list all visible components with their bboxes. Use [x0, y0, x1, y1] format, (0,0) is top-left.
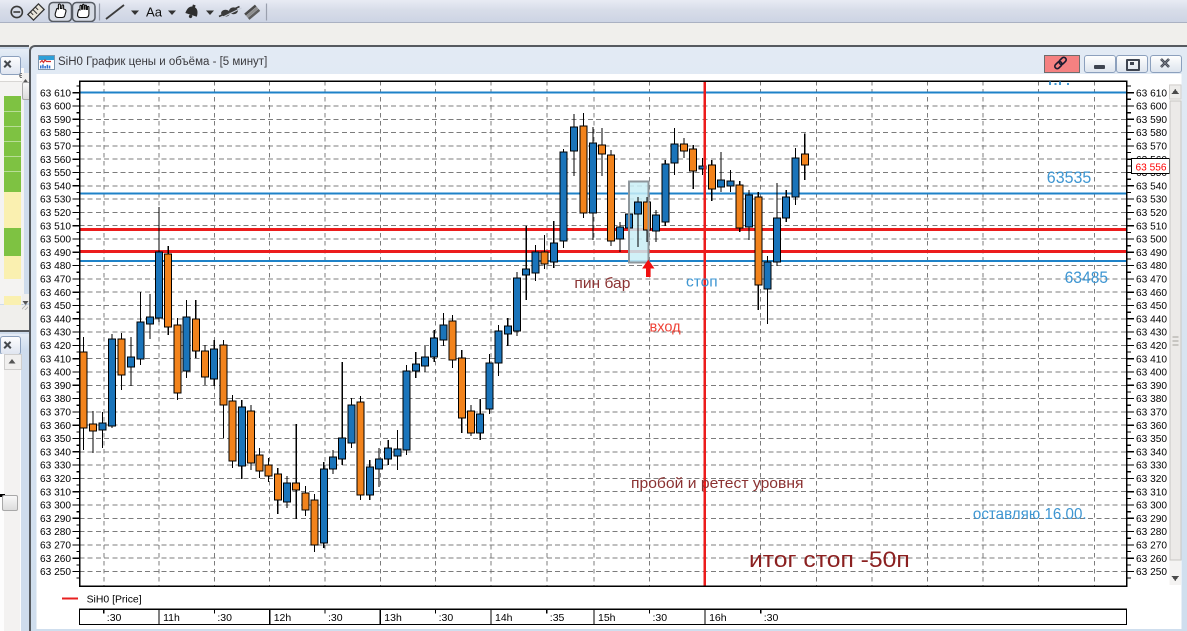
- svg-text:63 570: 63 570: [40, 141, 71, 153]
- svg-text:63 390: 63 390: [40, 380, 71, 392]
- svg-text:63 580: 63 580: [40, 127, 71, 139]
- svg-text::30: :30: [439, 612, 454, 624]
- svg-text:Aa: Aa: [146, 6, 162, 20]
- svg-text:63 600: 63 600: [40, 101, 71, 113]
- svg-text:16h: 16h: [709, 612, 727, 624]
- svg-text:63 590: 63 590: [40, 114, 71, 126]
- svg-text:63 470: 63 470: [40, 274, 71, 286]
- svg-text:63 320: 63 320: [40, 473, 71, 485]
- svg-text:63 420: 63 420: [40, 340, 71, 352]
- svg-text:63 330: 63 330: [1136, 460, 1167, 472]
- svg-text:63 460: 63 460: [40, 287, 71, 299]
- svg-text:63535: 63535: [1047, 168, 1092, 187]
- svg-text:63 340: 63 340: [1136, 446, 1167, 458]
- svg-text:63 400: 63 400: [1136, 367, 1167, 379]
- svg-text:63 440: 63 440: [1136, 313, 1167, 325]
- svg-text:63 480: 63 480: [1136, 260, 1167, 272]
- svg-text:63 350: 63 350: [1136, 433, 1167, 445]
- svg-text:SiH0 [Price]: SiH0 [Price]: [87, 594, 142, 606]
- svg-text:63 350: 63 350: [40, 433, 71, 445]
- svg-text:63 430: 63 430: [40, 327, 71, 339]
- svg-text:15h: 15h: [598, 612, 616, 624]
- svg-text:63 390: 63 390: [1136, 380, 1167, 392]
- svg-text:63 500: 63 500: [40, 234, 71, 246]
- svg-text::30: :30: [764, 612, 779, 624]
- svg-text:63 290: 63 290: [40, 513, 71, 525]
- svg-text:63 280: 63 280: [1136, 526, 1167, 538]
- svg-text::30: :30: [328, 612, 343, 624]
- svg-text:63 250: 63 250: [1136, 566, 1167, 578]
- svg-text:вход: вход: [650, 319, 681, 336]
- svg-text:63 260: 63 260: [1136, 553, 1167, 565]
- svg-text::30: :30: [653, 612, 668, 624]
- svg-text:11h: 11h: [163, 612, 180, 624]
- svg-text:63 520: 63 520: [40, 207, 71, 219]
- svg-text:63 270: 63 270: [40, 540, 71, 552]
- svg-text:63 480: 63 480: [40, 260, 71, 272]
- svg-text:63 370: 63 370: [40, 407, 71, 419]
- svg-text:13h: 13h: [384, 612, 402, 624]
- svg-text:63 556: 63 556: [1136, 161, 1167, 173]
- svg-text:63 380: 63 380: [1136, 393, 1167, 405]
- svg-text:63 540: 63 540: [1136, 180, 1167, 192]
- svg-text:63 320: 63 320: [1136, 473, 1167, 485]
- svg-text:63 530: 63 530: [40, 194, 71, 206]
- svg-text:63 430: 63 430: [1136, 327, 1167, 339]
- svg-text:63 290: 63 290: [1136, 513, 1167, 525]
- svg-text:63 370: 63 370: [1136, 407, 1167, 419]
- svg-text:12h: 12h: [274, 612, 292, 624]
- svg-text::35: :35: [550, 612, 565, 624]
- svg-text:63 310: 63 310: [40, 486, 71, 498]
- svg-text:63 500: 63 500: [1136, 234, 1167, 246]
- svg-text:63 560: 63 560: [40, 154, 71, 166]
- svg-text:63 300: 63 300: [1136, 500, 1167, 512]
- svg-text:14h: 14h: [495, 612, 513, 624]
- svg-text:63 400: 63 400: [40, 367, 71, 379]
- svg-text:63 310: 63 310: [1136, 486, 1167, 498]
- svg-text:63 590: 63 590: [1136, 114, 1167, 126]
- svg-text:пин бар: пин бар: [574, 275, 630, 292]
- svg-text:63 510: 63 510: [1136, 220, 1167, 232]
- svg-text:63 520: 63 520: [1136, 207, 1167, 219]
- svg-text:63 610: 63 610: [40, 87, 71, 99]
- svg-text::30: :30: [107, 612, 122, 624]
- svg-text:63 440: 63 440: [40, 313, 71, 325]
- svg-text:63 540: 63 540: [40, 180, 71, 192]
- svg-text:оставляю 16.00.: оставляю 16.00.: [973, 506, 1087, 523]
- svg-text:63 380: 63 380: [40, 393, 71, 405]
- svg-text:63 420: 63 420: [1136, 340, 1167, 352]
- svg-text:63485: 63485: [1065, 268, 1109, 287]
- svg-text:63 360: 63 360: [40, 420, 71, 432]
- svg-text:63 250: 63 250: [40, 566, 71, 578]
- svg-text:63 570: 63 570: [1136, 141, 1167, 153]
- svg-text:63 270: 63 270: [1136, 540, 1167, 552]
- svg-text:63 360: 63 360: [1136, 420, 1167, 432]
- svg-text:итог стоп -50п: итог стоп -50п: [749, 547, 910, 572]
- svg-text:63 340: 63 340: [40, 446, 71, 458]
- svg-text:63 530: 63 530: [1136, 194, 1167, 206]
- svg-text:63 550: 63 550: [40, 167, 71, 179]
- svg-text:63 330: 63 330: [40, 460, 71, 472]
- svg-text:63 450: 63 450: [40, 300, 71, 312]
- svg-text:63 280: 63 280: [40, 526, 71, 538]
- svg-text:63 600: 63 600: [1136, 101, 1167, 113]
- svg-text:63 510: 63 510: [40, 220, 71, 232]
- svg-text::30: :30: [217, 612, 232, 624]
- svg-text:63 460: 63 460: [1136, 287, 1167, 299]
- svg-text:63 450: 63 450: [1136, 300, 1167, 312]
- svg-text:63 580: 63 580: [1136, 127, 1167, 139]
- svg-text:63 610: 63 610: [1136, 87, 1167, 99]
- svg-text:63 490: 63 490: [40, 247, 71, 259]
- svg-text:63 410: 63 410: [1136, 353, 1167, 365]
- svg-text:63 300: 63 300: [40, 500, 71, 512]
- svg-text:63 490: 63 490: [1136, 247, 1167, 259]
- svg-text:стоп: стоп: [686, 274, 718, 291]
- svg-text:63 470: 63 470: [1136, 274, 1167, 286]
- svg-text:63 410: 63 410: [40, 353, 71, 365]
- svg-text:пробой и ретест уровня: пробой и ретест уровня: [631, 475, 804, 492]
- svg-text:63 260: 63 260: [40, 553, 71, 565]
